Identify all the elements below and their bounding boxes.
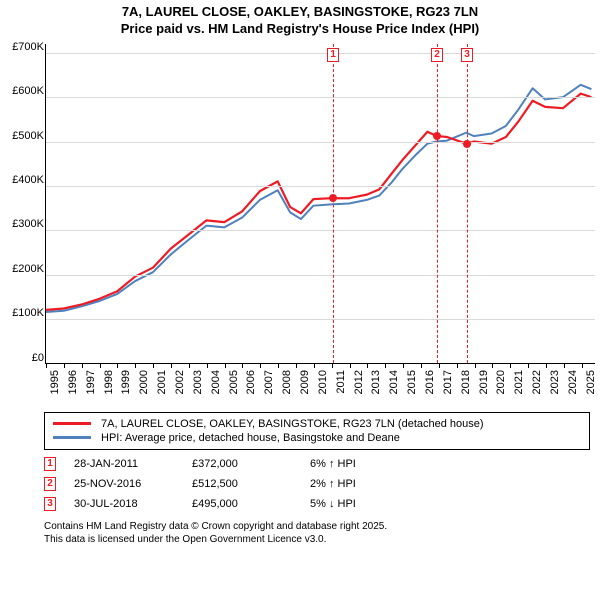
x-tick-label: 2022 — [531, 370, 543, 406]
event-marker-line — [333, 44, 334, 363]
x-tick-label: 2009 — [299, 370, 311, 406]
x-tick-label: 2003 — [192, 370, 204, 406]
title-line-2: Price paid vs. HM Land Registry's House … — [0, 21, 600, 38]
legend-item: 7A, LAUREL CLOSE, OAKLEY, BASINGSTOKE, R… — [53, 417, 581, 431]
x-tick-label: 2007 — [263, 370, 275, 406]
y-tick-label: £400K — [2, 174, 44, 186]
gridline — [46, 275, 595, 276]
title-line-1: 7A, LAUREL CLOSE, OAKLEY, BASINGSTOKE, R… — [0, 4, 600, 21]
series-property — [46, 93, 591, 309]
sale-point — [329, 194, 337, 202]
event-table: 1 28-JAN-2011 £372,000 6% ↑ HPI 2 25-NOV-2016… — [44, 454, 590, 514]
x-tick-label: 2019 — [478, 370, 490, 406]
x-tick-label: 2002 — [174, 370, 186, 406]
legend-swatch — [53, 436, 91, 439]
x-tick-label: 1998 — [103, 370, 115, 406]
event-price: £495,000 — [192, 498, 292, 510]
y-tick-label: £100K — [2, 307, 44, 319]
legend-swatch — [53, 422, 91, 425]
y-tick-label: £0 — [2, 352, 44, 364]
footer-line-1: Contains HM Land Registry data © Crown c… — [44, 520, 590, 533]
x-tick-label: 1995 — [49, 370, 61, 406]
x-tick-label: 2013 — [370, 370, 382, 406]
event-pct: 6% ↑ HPI — [310, 458, 400, 470]
x-tick-label: 2017 — [442, 370, 454, 406]
event-marker-badge: 1 — [327, 48, 339, 62]
x-tick-label: 2018 — [460, 370, 472, 406]
x-tick-label: 1999 — [120, 370, 132, 406]
plot-region: 1 2 3 — [45, 44, 595, 364]
x-tick-label: 2000 — [138, 370, 150, 406]
gridline — [46, 186, 595, 187]
event-price: £372,000 — [192, 458, 292, 470]
legend-label: 7A, LAUREL CLOSE, OAKLEY, BASINGSTOKE, R… — [101, 418, 484, 430]
legend-label: HPI: Average price, detached house, Basi… — [101, 432, 400, 444]
x-tick-label: 2015 — [406, 370, 418, 406]
y-tick-label: £200K — [2, 263, 44, 275]
event-date: 30-JUL-2018 — [74, 498, 174, 510]
x-axis-labels: 1995 1996 1997 1998 1999 2000 2001 2002 2003 2004… — [45, 366, 595, 406]
x-tick-label: 2024 — [567, 370, 579, 406]
event-row: 1 28-JAN-2011 £372,000 6% ↑ HPI — [44, 454, 590, 474]
sale-point — [463, 140, 471, 148]
x-tick-label: 1997 — [85, 370, 97, 406]
x-tick-label: 2025 — [585, 370, 597, 406]
chart-area: £0 £100K £200K £300K £400K £500K £600K £700K 1 2… — [5, 44, 595, 406]
gridline — [46, 230, 595, 231]
gridline — [46, 142, 595, 143]
legend: 7A, LAUREL CLOSE, OAKLEY, BASINGSTOKE, R… — [44, 412, 590, 450]
event-row: 2 25-NOV-2016 £512,500 2% ↑ HPI — [44, 474, 590, 494]
x-tick-label: 2011 — [335, 370, 347, 406]
event-marker-badge: 2 — [431, 48, 443, 62]
x-tick-label: 2020 — [495, 370, 507, 406]
x-tick-label: 2021 — [513, 370, 525, 406]
x-tick-label: 2016 — [424, 370, 436, 406]
x-tick-label: 2005 — [228, 370, 240, 406]
x-tick-label: 2004 — [210, 370, 222, 406]
y-tick-label: £700K — [2, 41, 44, 53]
event-index-badge: 1 — [44, 457, 56, 471]
footer-attribution: Contains HM Land Registry data © Crown c… — [44, 520, 590, 546]
footer-line-2: This data is licensed under the Open Gov… — [44, 533, 590, 546]
event-marker-line — [437, 44, 438, 363]
y-tick-label: £500K — [2, 130, 44, 142]
event-index-badge: 2 — [44, 477, 56, 491]
series-svg — [46, 44, 595, 363]
y-tick-label: £600K — [2, 85, 44, 97]
event-date: 28-JAN-2011 — [74, 458, 174, 470]
event-pct: 2% ↑ HPI — [310, 478, 400, 490]
gridline — [46, 97, 595, 98]
y-axis-labels: £0 £100K £200K £300K £400K £500K £600K £700K — [2, 38, 44, 370]
x-tick-label: 2014 — [388, 370, 400, 406]
x-tick-label: 2006 — [245, 370, 257, 406]
event-pct: 5% ↓ HPI — [310, 498, 400, 510]
event-row: 3 30-JUL-2018 £495,000 5% ↓ HPI — [44, 494, 590, 514]
chart-title: 7A, LAUREL CLOSE, OAKLEY, BASINGSTOKE, R… — [0, 0, 600, 38]
event-date: 25-NOV-2016 — [74, 478, 174, 490]
gridline — [46, 53, 595, 54]
sale-point — [433, 132, 441, 140]
x-tick-label: 2010 — [317, 370, 329, 406]
x-tick-label: 2023 — [549, 370, 561, 406]
legend-item: HPI: Average price, detached house, Basi… — [53, 431, 581, 445]
x-tick-label: 1996 — [67, 370, 79, 406]
gridline — [46, 319, 595, 320]
event-marker-badge: 3 — [461, 48, 473, 62]
event-marker-line — [467, 44, 468, 363]
x-tick-label: 2008 — [281, 370, 293, 406]
x-tick-label: 2001 — [156, 370, 168, 406]
event-price: £512,500 — [192, 478, 292, 490]
event-index-badge: 3 — [44, 497, 56, 511]
x-tick-label: 2012 — [353, 370, 365, 406]
y-tick-label: £300K — [2, 218, 44, 230]
